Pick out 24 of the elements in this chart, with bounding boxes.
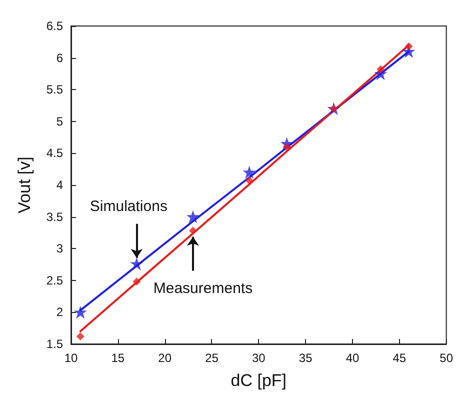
y-tick-label: 5.5 (46, 82, 64, 97)
x-tick-label: 35 (298, 351, 313, 365)
y-tick-label: 3 (56, 242, 64, 256)
x-tick-label: 40 (346, 351, 360, 365)
y-tick-label: 5 (56, 114, 64, 128)
y-tick-label: 2 (56, 305, 64, 320)
y-tick-label: 4 (56, 178, 64, 192)
y-tick-label: 2.5 (46, 273, 64, 288)
y-axis-title: Vout [v] (15, 156, 34, 214)
x-tick-label: 30 (252, 351, 266, 365)
annotation: Simulations (90, 198, 168, 215)
annotation: Measurements (153, 280, 253, 297)
y-tick-label: 6.5 (46, 19, 64, 33)
x-tick-label: 15 (111, 351, 125, 365)
x-tick-label: 45 (392, 351, 406, 365)
y-tick-label: 3.5 (46, 210, 64, 224)
x-axis-title: dC [pF] (230, 371, 287, 390)
y-tick-label: 1.5 (46, 337, 64, 351)
x-tick-label: 20 (158, 351, 172, 365)
y-tick-label: 6 (56, 50, 64, 65)
x-tick-label: 10 (64, 351, 78, 365)
y-tick-label: 4.5 (46, 146, 64, 160)
x-tick-label: 50 (440, 351, 454, 365)
x-tick-label: 25 (205, 351, 219, 365)
